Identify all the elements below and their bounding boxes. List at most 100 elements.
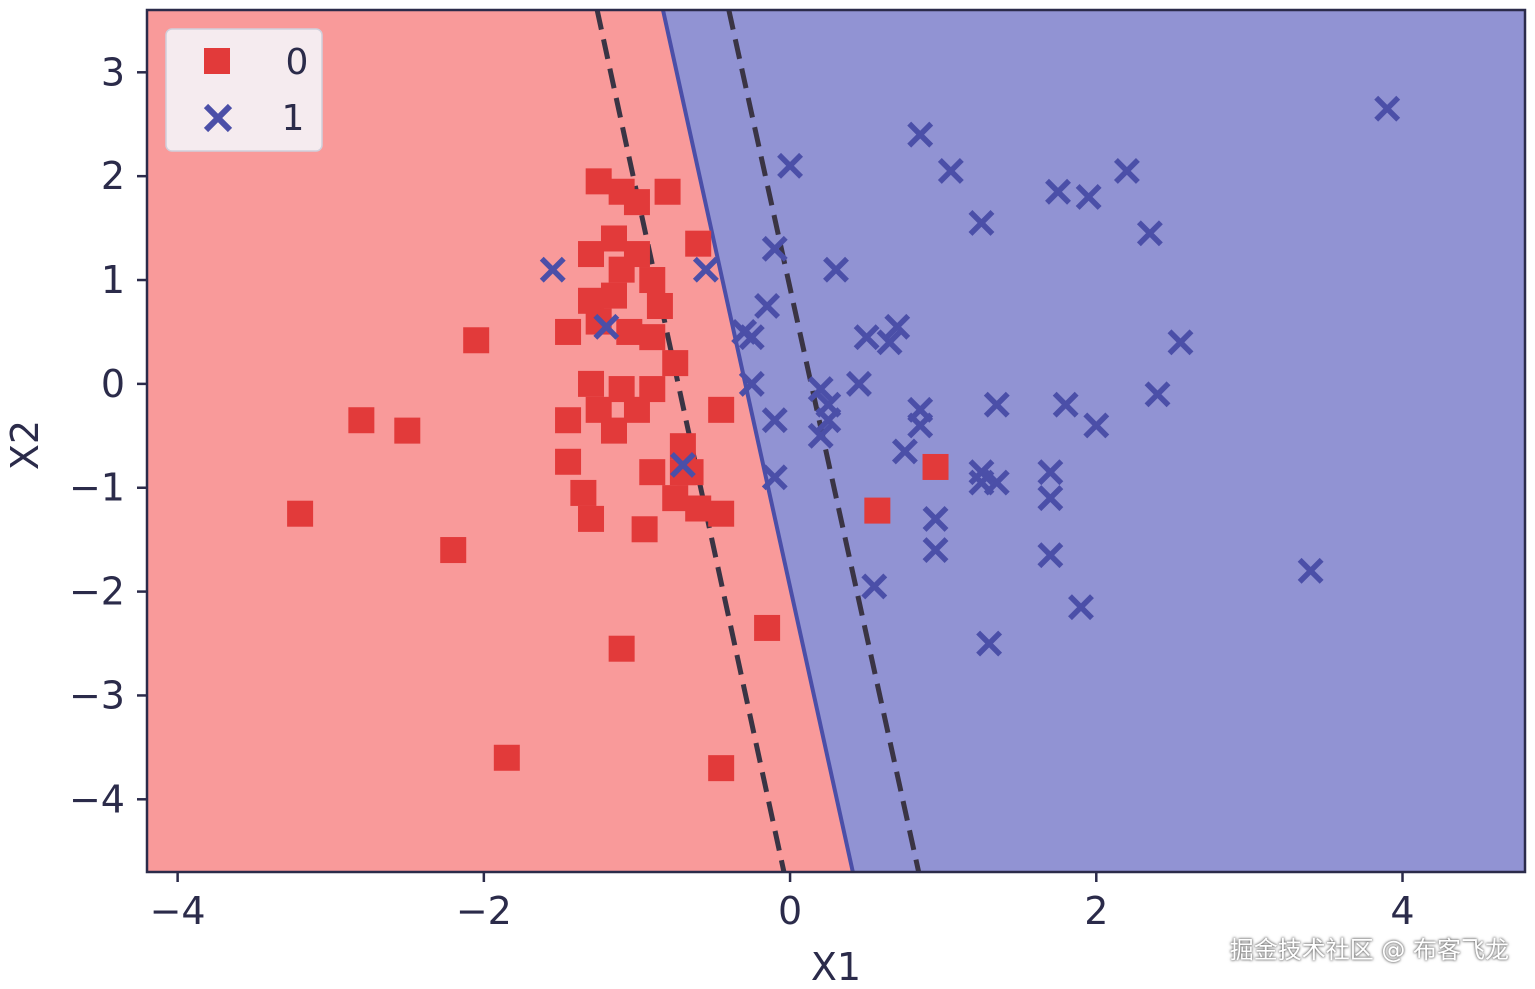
decision-regions: [147, 10, 1525, 872]
boundary-lines: [594, 10, 922, 872]
point-class0-25: [555, 407, 582, 434]
point-class0-41: [440, 537, 467, 564]
point-class0-15: [639, 324, 666, 351]
x-tick-label-1: −2: [456, 889, 512, 933]
x-tick-label-4: 4: [1390, 889, 1414, 933]
class-0-region: [147, 10, 853, 872]
y-tick-label-2: −2: [69, 570, 125, 614]
point-class1-10: [738, 370, 765, 397]
point-class0-35: [662, 485, 689, 512]
point-class1-35: [1144, 381, 1171, 408]
point-class1-45: [861, 573, 888, 600]
point-class0-3: [654, 178, 681, 205]
point-class1-11: [807, 376, 834, 403]
point-class0-37: [708, 500, 735, 527]
point-class0-2: [623, 189, 650, 216]
point-class1-27: [1045, 178, 1071, 205]
point-class1-26: [968, 209, 995, 236]
y-axis-label: X2: [3, 420, 47, 470]
point-class1-4: [777, 152, 804, 179]
point-class1-33: [1052, 391, 1079, 418]
point-class1-37: [968, 459, 995, 486]
point-class1-31: [1374, 95, 1401, 122]
point-class0-45: [708, 755, 735, 782]
point-class1-7: [754, 293, 781, 319]
point-class0-38: [578, 505, 605, 532]
point-class0-31: [639, 459, 666, 486]
point-class0-8: [608, 256, 635, 283]
point-class1-43: [922, 537, 949, 563]
point-class0-18: [662, 350, 689, 377]
point-class0-0: [585, 168, 612, 195]
watermark: 掘金技术社区 @ 布客飞龙: [1229, 936, 1509, 964]
class-1-region: [662, 10, 1525, 872]
point-class0-16: [555, 318, 582, 345]
data-points: [287, 95, 1401, 782]
point-class0-24: [708, 396, 735, 423]
point-class1-16: [807, 422, 834, 449]
margin-line-1: [726, 10, 922, 872]
point-class0-17: [463, 327, 490, 354]
point-class0-14: [616, 318, 643, 345]
point-class1-28: [1075, 183, 1102, 210]
point-class0-5: [578, 241, 605, 268]
point-class0-34: [570, 479, 597, 506]
legend-label-0: 0: [286, 42, 309, 83]
point-class1-1: [593, 313, 620, 340]
point-class1-34: [1083, 412, 1110, 439]
y-axis-ticks: −4 −3 −2 −1 0 1 2 3: [69, 50, 147, 821]
point-class1-6: [823, 256, 849, 283]
point-class0-9: [639, 267, 666, 294]
y-tick-label-1: −3: [69, 673, 125, 717]
point-class1-29: [1113, 158, 1140, 184]
point-class1-39: [968, 469, 995, 496]
point-class0-6: [600, 225, 627, 252]
y-tick-label-5: 1: [101, 258, 125, 302]
point-class0-44: [493, 744, 520, 771]
point-class0-4: [685, 230, 712, 257]
margin-line-0: [594, 10, 787, 872]
point-class0-27: [348, 407, 375, 434]
point-class0-23: [623, 396, 650, 423]
x-axis-label: X1: [811, 945, 861, 989]
point-class0-30: [555, 448, 582, 475]
legend-marker-1: [203, 103, 233, 133]
point-class0-42: [754, 614, 781, 641]
point-class1-0: [539, 256, 566, 283]
point-class1-9: [738, 324, 765, 351]
point-class1-47: [976, 630, 1003, 657]
x-tick-label-2: 0: [778, 889, 802, 933]
point-class1-15: [815, 407, 842, 434]
point-class0-11: [600, 282, 627, 309]
point-class0-19: [578, 370, 605, 397]
point-class1-22: [907, 412, 934, 439]
point-class1-32: [983, 391, 1010, 418]
point-class1-24: [907, 121, 934, 148]
decision-boundary-line: [661, 10, 855, 872]
y-tick-label-6: 2: [101, 154, 125, 198]
y-tick-label-7: 3: [101, 50, 125, 94]
legend-marker-0: [204, 48, 230, 74]
legend-label-1: 1: [282, 98, 305, 139]
point-class0-28: [394, 417, 421, 444]
point-class0-12: [646, 292, 673, 319]
x-tick-label-3: 2: [1084, 889, 1108, 933]
point-class1-30: [1136, 220, 1163, 247]
point-class0-26: [600, 417, 627, 444]
legend: 0 1: [165, 28, 323, 152]
point-class0-43: [608, 635, 635, 662]
point-class1-44: [1037, 542, 1064, 569]
point-class1-18: [853, 324, 880, 351]
point-class0-47: [864, 497, 891, 524]
x-axis-ticks: −4 −2 0 2 4: [150, 872, 1415, 933]
point-class1-46: [1068, 594, 1094, 621]
x-tick-label-0: −4: [150, 889, 206, 933]
point-class0-40: [287, 500, 314, 527]
point-class1-48: [1297, 557, 1324, 584]
point-class1-23: [891, 438, 918, 465]
point-class1-19: [876, 329, 903, 356]
point-class1-42: [922, 505, 949, 532]
point-class0-39: [631, 516, 658, 543]
plot-frame: [145, 8, 1527, 874]
